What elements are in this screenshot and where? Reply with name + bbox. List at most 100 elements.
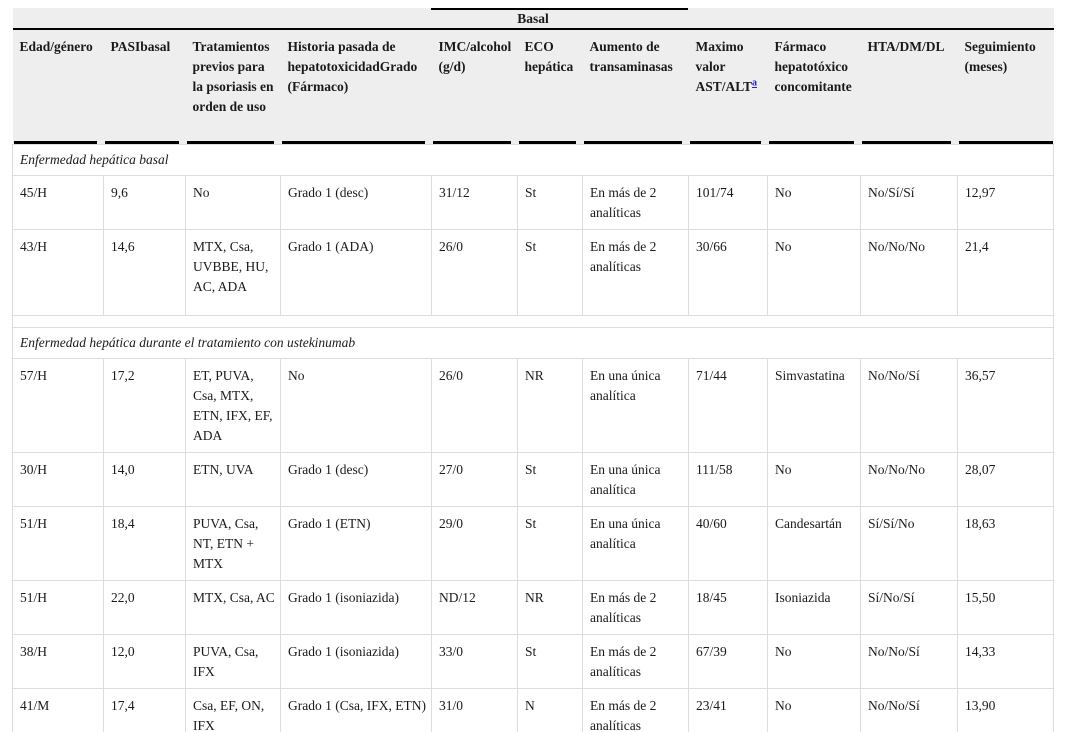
cell-tratamientos-previos: MTX, Csa, AC (185, 579, 281, 635)
cell-farmaco-concomitante: No (767, 687, 861, 732)
cell-hta-dm-dl: No/No/Sí (860, 687, 958, 732)
cell-seguimiento: 13,90 (956, 687, 1055, 732)
cell-max-ast-alt: 18/45 (688, 579, 768, 635)
cell-imc-alcohol: 27/0 (431, 451, 518, 507)
cell-farmaco-concomitante: No (767, 451, 861, 507)
cell-aumento-transaminasas: En más de 2 analíticas (582, 174, 689, 230)
cell-pasi-basal: 12,0 (103, 633, 186, 689)
cell-aumento-transaminasas: En más de 2 analíticas (582, 228, 689, 316)
cell-seguimiento: 21,4 (956, 228, 1055, 316)
cell-aumento-transaminasas: En una única analítica (582, 451, 689, 507)
table-row: 51/H 22,0 MTX, Csa, AC Grado 1 (isoniazida)… (12, 579, 1055, 635)
column-header-label: Maximo valor AST/ALT (695, 39, 753, 94)
cell-seguimiento: 15,50 (956, 579, 1055, 635)
section-row: Enfermedad hepática durante el tratamien… (11, 326, 1055, 359)
cell-tratamientos-previos: Csa, EF, ON, IFX (185, 687, 281, 732)
cell-aumento-transaminasas: En más de 2 analíticas (582, 579, 689, 635)
column-header-edad-genero: Edad/género (13, 29, 104, 144)
column-header-historia-hepatotoxicidad: Historia pasada de hepatotoxicidadGrado … (281, 29, 432, 144)
cell-historia-hepatotoxicidad: Grado 1 (isoniazida) (280, 579, 432, 635)
cell-edad-genero: 45/H (12, 174, 104, 230)
cell-hta-dm-dl: No/No/Sí (860, 357, 958, 453)
cell-hta-dm-dl: No/Sí/Sí (860, 174, 958, 230)
table-row: 57/H 17,2 ET, PUVA, Csa, MTX, ETN, IFX, EF… (12, 357, 1055, 453)
cell-tratamientos-previos: MTX, Csa, UVBBE, HU, AC, ADA (185, 228, 281, 316)
cell-hta-dm-dl: No/No/No (860, 228, 958, 316)
column-header-tratamientos-previos: Tratamientos previos para la psoriasis e… (186, 29, 281, 144)
table-row: 45/H 9,6 No Grado 1 (desc) 31/12 St En más de … (12, 174, 1055, 230)
column-header-max-ast-alt: Maximo valor AST/ALTa (689, 29, 768, 144)
spacer-cell (11, 314, 1055, 328)
cell-tratamientos-previos: PUVA, Csa, NT, ETN + MTX (185, 505, 281, 581)
cell-seguimiento: 28,07 (956, 451, 1055, 507)
cell-edad-genero: 30/H (12, 451, 104, 507)
cell-imc-alcohol: ND/12 (431, 579, 518, 635)
basal-group-rule (431, 8, 688, 10)
table-row: 43/H 14,6 MTX, Csa, UVBBE, HU, AC, ADA Grad… (12, 228, 1055, 316)
cell-eco-hepatica: St (517, 228, 583, 316)
cell-eco-hepatica: NR (517, 357, 583, 453)
group-header-basal: Basal (12, 8, 1054, 30)
column-header-label: HTA/DM/DL (867, 39, 945, 54)
column-header-label: Fármaco hepatotóxico concomitante (774, 39, 852, 94)
cell-seguimiento: 12,97 (956, 174, 1055, 230)
cell-historia-hepatotoxicidad: Grado 1 (ADA) (280, 228, 432, 316)
column-header-pasi-basal: PASIbasal (104, 29, 186, 144)
cell-imc-alcohol: 29/0 (431, 505, 518, 581)
cell-pasi-basal: 17,2 (103, 357, 186, 453)
cell-farmaco-concomitante: Isoniazida (767, 579, 861, 635)
column-header-eco-hepatica: ECO hepática (518, 29, 583, 144)
cell-edad-genero: 38/H (12, 633, 104, 689)
cell-max-ast-alt: 71/44 (688, 357, 768, 453)
cell-historia-hepatotoxicidad: Grado 1 (desc) (280, 451, 432, 507)
column-header-label: Historia pasada de hepatotoxicidadGrado … (287, 39, 418, 94)
cell-pasi-basal: 14,0 (103, 451, 186, 507)
cell-imc-alcohol: 26/0 (431, 357, 518, 453)
cell-farmaco-concomitante: No (767, 228, 861, 316)
cell-seguimiento: 36,57 (956, 357, 1055, 453)
table-container: Basal Edad/género PASIbasal Tratamientos p… (11, 8, 1055, 732)
column-header-aumento-transaminasas: Aumento de transaminasas (583, 29, 689, 144)
cell-max-ast-alt: 40/60 (688, 505, 768, 581)
cell-edad-genero: 57/H (12, 357, 104, 453)
column-header-row: Edad/género PASIbasal Tratamientos previos… (13, 29, 1054, 144)
cell-historia-hepatotoxicidad: Grado 1 (Csa, IFX, ETN) (280, 687, 432, 732)
group-header-row: Basal (12, 8, 1054, 30)
cell-edad-genero: 51/H (12, 505, 104, 581)
table-body: Enfermedad hepática basal 45/H 9,6 No Grado … (11, 143, 1055, 732)
cell-eco-hepatica: St (517, 174, 583, 230)
cell-eco-hepatica: St (517, 451, 583, 507)
column-header-label: Edad/género (19, 39, 93, 54)
cell-max-ast-alt: 101/74 (688, 174, 768, 230)
cell-farmaco-concomitante: Candesartán (767, 505, 861, 581)
table-row: 38/H 12,0 PUVA, Csa, IFX Grado 1 (isoniazid… (12, 633, 1055, 689)
cell-imc-alcohol: 31/12 (431, 174, 518, 230)
cell-max-ast-alt: 30/66 (688, 228, 768, 316)
cell-farmaco-concomitante: Simvastatina (767, 357, 861, 453)
section-title: Enfermedad hepática durante el tratamien… (11, 326, 1055, 359)
cell-pasi-basal: 18,4 (103, 505, 186, 581)
cell-historia-hepatotoxicidad: Grado 1 (desc) (280, 174, 432, 230)
cell-aumento-transaminasas: En una única analítica (582, 357, 689, 453)
cell-aumento-transaminasas: En una única analítica (582, 505, 689, 581)
cell-historia-hepatotoxicidad: Grado 1 (ETN) (280, 505, 432, 581)
column-header-hta-dm-dl: HTA/DM/DL (861, 29, 958, 144)
footnote-a-link[interactable]: a (752, 77, 758, 89)
table-row: 51/H 18,4 PUVA, Csa, NT, ETN + MTX Grado 1 … (12, 505, 1055, 581)
cell-eco-hepatica: St (517, 633, 583, 689)
cell-farmaco-concomitante: No (767, 174, 861, 230)
column-header-label: PASIbasal (110, 39, 171, 54)
cell-hta-dm-dl: Sí/Sí/No (860, 505, 958, 581)
cell-seguimiento: 18,63 (956, 505, 1055, 581)
cell-pasi-basal: 14,6 (103, 228, 186, 316)
cell-max-ast-alt: 111/58 (688, 451, 768, 507)
cell-hta-dm-dl: No/No/Sí (860, 633, 958, 689)
table-header: Basal Edad/género PASIbasal Tratamientos p… (12, 8, 1054, 144)
cell-edad-genero: 41/M (12, 687, 104, 732)
cell-tratamientos-previos: ETN, UVA (185, 451, 281, 507)
column-header-imc-alcohol: IMC/alcohol (g/d) (432, 29, 518, 144)
column-header-label: Seguimiento (meses) (964, 39, 1036, 74)
cell-farmaco-concomitante: No (767, 633, 861, 689)
cell-edad-genero: 43/H (12, 228, 104, 316)
